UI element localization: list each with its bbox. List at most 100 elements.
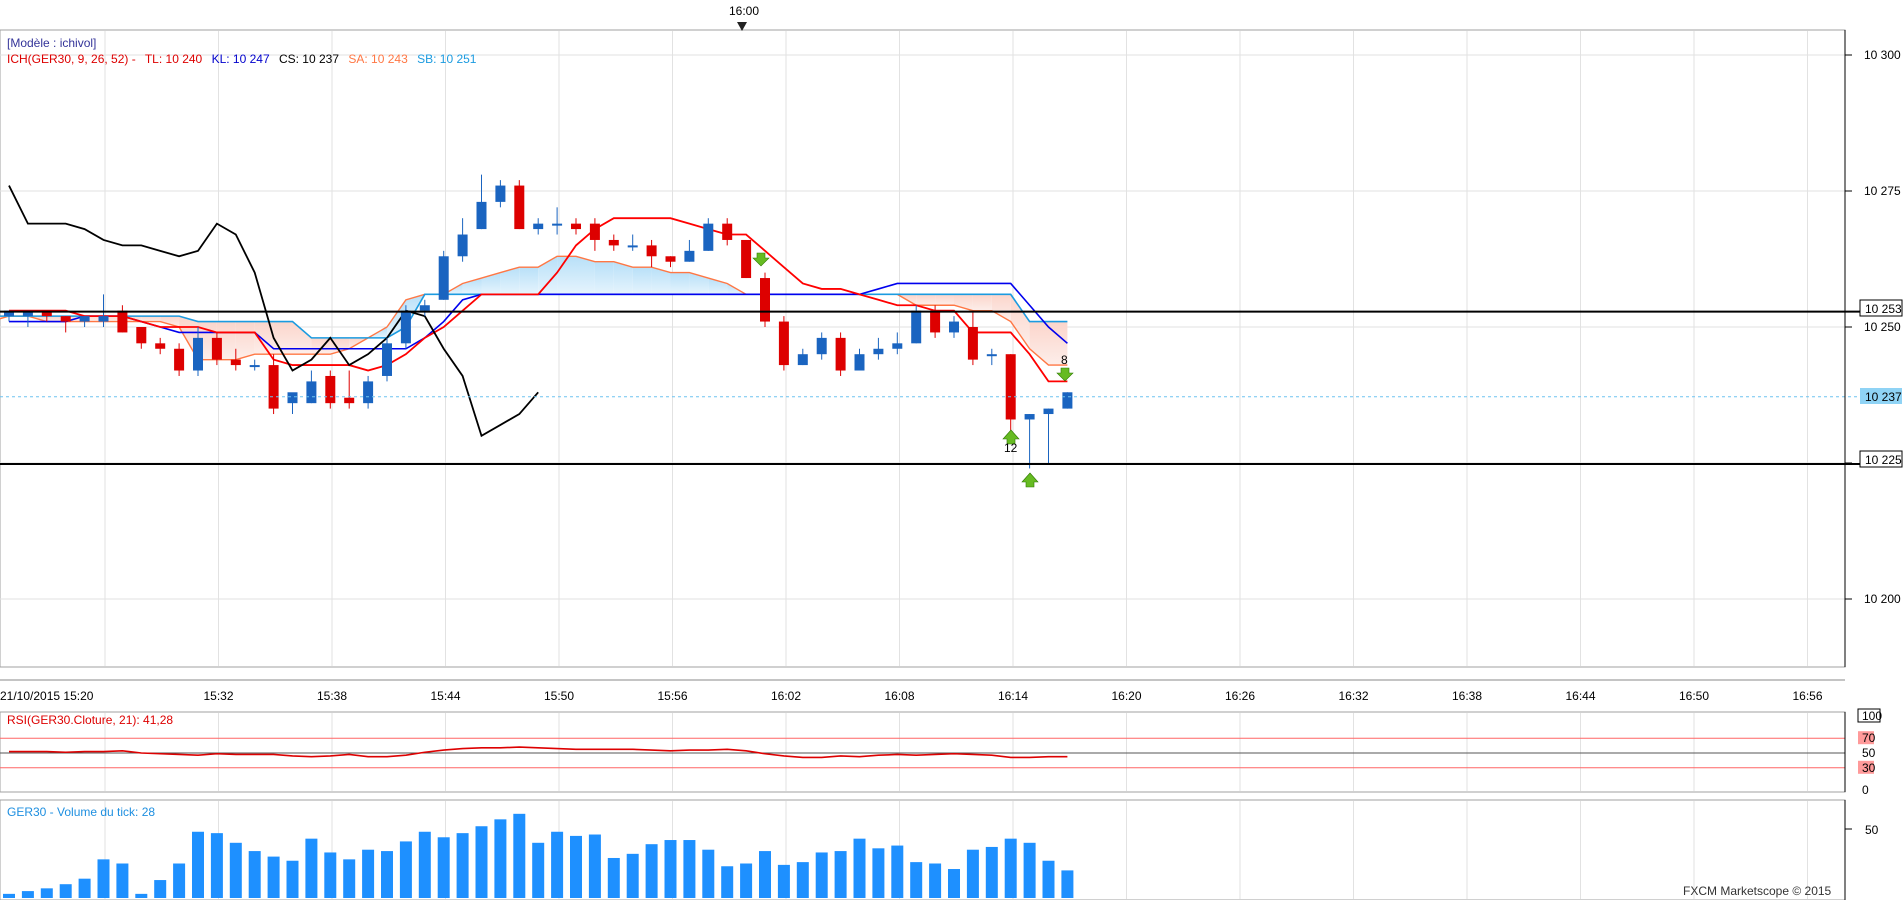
candle-body [1005, 354, 1016, 420]
span-a-label: SA: 10 243 [348, 52, 408, 66]
rsi-level-label: 0 [1862, 783, 1869, 797]
candle-body [552, 223, 563, 226]
volume-bar [494, 819, 507, 898]
candle-body [22, 310, 33, 317]
price-marker-upper-bg [1859, 299, 1903, 317]
time-tick-label: 16:02 [771, 689, 801, 703]
cloud-segment [292, 321, 312, 355]
cloud-segment [708, 278, 728, 295]
cloud-segment [500, 267, 520, 295]
time-tick-label: 16:14 [998, 689, 1028, 703]
cloud-segment [254, 321, 274, 355]
candle-body [79, 316, 90, 322]
volume-bar [305, 838, 318, 898]
time-tick-label: 15:38 [317, 689, 347, 703]
price-marker-upper: 10 253 [1865, 302, 1902, 316]
ichimoku-legend: ICH(GER30, 9, 26, 52) - TL: 10 240 KL: 1… [7, 52, 477, 66]
candle-body [476, 201, 487, 230]
price-tick-label: 10 250 [1864, 320, 1901, 334]
volume-axis-label: 50 [1865, 823, 1879, 837]
time-tick-label: 15:50 [544, 689, 574, 703]
candle-body [1043, 408, 1054, 415]
rsi-level-label: 50 [1862, 746, 1876, 760]
candle-body [760, 278, 770, 322]
candle-body [854, 354, 865, 371]
candle-body [41, 310, 52, 317]
price-marker-current-bg [1860, 388, 1902, 404]
candle-body [797, 354, 808, 366]
volume-bar [929, 863, 942, 898]
horizontal-levels [0, 310, 1860, 465]
volume-bar [362, 849, 375, 898]
cloud-segment [141, 316, 161, 322]
cloud-segment [235, 321, 255, 360]
volume-bar [702, 849, 715, 898]
tenkan-sen-line [9, 217, 1068, 383]
volume-title: GER30 - Volume du tick: 28 [7, 805, 155, 819]
candle-body [684, 250, 695, 262]
candle-body [835, 337, 846, 371]
candle-body [703, 223, 714, 251]
candle-body [4, 310, 14, 317]
volume-bar [97, 859, 110, 898]
volume-bar [588, 834, 601, 898]
volume-bar [381, 851, 393, 898]
signal-count-8: 8 [1061, 353, 1068, 367]
cloud-segment [991, 294, 1011, 322]
ichimoku-prefix: ICH(GER30, 9, 26, 52) - [7, 52, 136, 66]
time-tick-label: 16:56 [1793, 689, 1823, 703]
time-tick-label: 16:26 [1225, 689, 1255, 703]
candle-body [174, 348, 185, 371]
volume-bar [267, 856, 280, 898]
tenkan-label: TL: 10 240 [145, 52, 203, 66]
candle-body [892, 343, 903, 349]
volume-bar [229, 842, 242, 898]
volume-bar [551, 831, 564, 898]
volume-bar [456, 833, 469, 898]
volume-bars [3, 800, 1852, 900]
volume-bar [664, 840, 677, 898]
time-tick-label: 16:38 [1452, 689, 1482, 703]
volume-bar [248, 851, 261, 898]
signal-arrows: 12 8 [752, 252, 1074, 488]
cloud-segment [935, 294, 954, 306]
price-marker-lower: 10 225 [1865, 453, 1902, 467]
volume-bar [607, 857, 620, 898]
volume-bar [513, 813, 526, 898]
candle-body [533, 223, 544, 230]
time-tick-label: 16:50 [1679, 689, 1709, 703]
candle-body [778, 321, 789, 366]
down-arrow-icon [752, 252, 770, 267]
candle-body [419, 305, 430, 311]
cloud-segment [689, 272, 709, 295]
price-tick-label: 10 300 [1864, 48, 1901, 62]
candle-body [949, 321, 959, 333]
candle-body [722, 223, 733, 240]
candle-body [325, 375, 336, 404]
candle-body [1024, 414, 1035, 420]
candle-body [230, 359, 241, 366]
cloud-segment [576, 256, 595, 295]
rsi-series [0, 737, 1845, 769]
volume-bar [796, 862, 809, 898]
volume-bar [173, 863, 186, 898]
rsi-level-label: 100 [1862, 709, 1882, 723]
volume-bar [872, 848, 885, 898]
rsi-panel-frame [0, 711, 1846, 793]
volume-bar [570, 835, 582, 898]
candle-body [457, 234, 468, 257]
volume-bar [286, 860, 299, 898]
candle-body [98, 316, 109, 322]
candle-body [816, 337, 827, 355]
volume-bar [834, 851, 847, 898]
price-marker-current: 10 237 [1865, 390, 1902, 404]
cloud-segment [916, 294, 936, 306]
rsi-level-label: 30 [1862, 761, 1876, 775]
footer-credit: FXCM Marketscope © 2015 [1683, 884, 1832, 898]
top-time-label: 16:00 [729, 4, 759, 18]
time-tick-label: 15:56 [658, 689, 688, 703]
cloud-segment [519, 267, 539, 295]
candle-body [589, 223, 600, 240]
cloud-segment [481, 272, 501, 295]
volume-bar [966, 849, 979, 898]
